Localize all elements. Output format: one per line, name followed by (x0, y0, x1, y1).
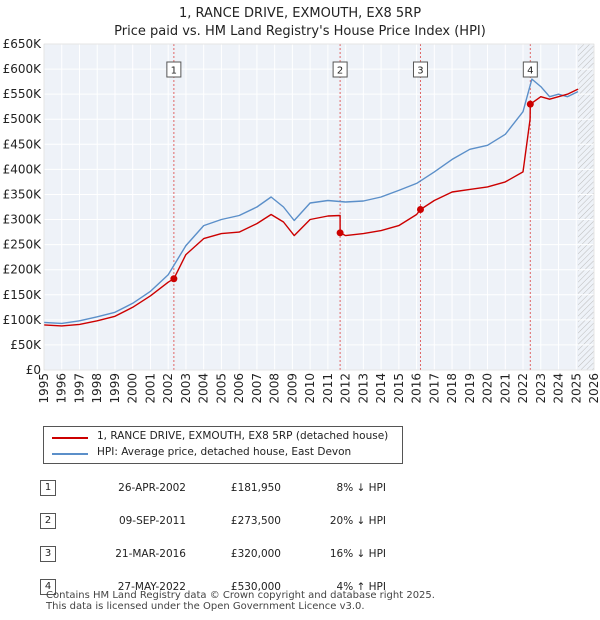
y-tick-label: £100K (3, 313, 43, 327)
transaction-date: 21-MAR-2016 (115, 547, 186, 560)
property-price-line (43, 88, 579, 327)
legend-swatch-property (52, 437, 88, 439)
transaction-price: £273,500 (230, 514, 281, 527)
x-tick-label: 2004 (197, 373, 211, 404)
x-tick-label: 2008 (268, 373, 282, 404)
transaction-price: £530,000 (230, 580, 281, 593)
x-tick-label: 2017 (427, 373, 441, 404)
legend-label-hpi: HPI: Average price, detached house, East… (97, 446, 352, 458)
transaction-number: 3 (40, 545, 56, 562)
table-row: 1 26-APR-2002 £181,950 8% ↓ HPI (40, 471, 386, 504)
y-tick-label: £400K (3, 162, 43, 176)
y-tick-label: £50K (10, 338, 42, 352)
y-tick-label: £500K (3, 112, 43, 126)
sale-point (170, 275, 178, 283)
transaction-number: 2 (40, 512, 56, 529)
x-tick-label: 2010 (303, 373, 317, 404)
transaction-hpi: 20% ↓ HPI (329, 514, 386, 527)
x-tick-label: 2006 (232, 373, 246, 404)
transaction-price: £320,000 (230, 547, 281, 560)
legend-label-property: 1, RANCE DRIVE, EXMOUTH, EX8 5RP (detach… (97, 430, 389, 442)
x-tick-label: 2002 (161, 373, 175, 404)
legend: 1, RANCE DRIVE, EXMOUTH, EX8 5RP (detach… (43, 426, 403, 464)
x-tick-label: 2012 (339, 373, 353, 404)
transactions-table: 1 26-APR-2002 £181,950 8% ↓ HPI 2 09-SEP… (40, 471, 386, 603)
x-tick-label: 2026 (587, 373, 600, 404)
sale-label-number: 2 (337, 66, 343, 77)
x-tick-label: 2001 (143, 373, 157, 404)
x-tick-label: 2000 (126, 373, 140, 404)
table-row: 2 09-SEP-2011 £273,500 20% ↓ HPI (40, 504, 386, 537)
y-axis: £0 £50K £100K £150K £200K £250K £300K £350K £400… (3, 37, 43, 377)
sale-point (416, 206, 424, 214)
y-tick-label: £150K (3, 288, 43, 302)
sale-label-box (522, 61, 538, 78)
transaction-date: 26-APR-2002 (118, 481, 186, 494)
y-tick-label: £350K (3, 187, 43, 201)
forecast-hatch (578, 44, 594, 370)
plot-border (43, 43, 595, 371)
annotations: 1 2 3 4 (43, 43, 595, 371)
x-tick-label: 2019 (463, 373, 477, 404)
y-tick-label: £650K (3, 37, 43, 51)
series (43, 78, 579, 327)
transaction-number: 1 (40, 479, 56, 496)
sale-label-box (332, 61, 348, 78)
sale-point (526, 100, 534, 108)
sale-point (336, 229, 344, 237)
table-row: 4 27-MAY-2022 £530,000 4% ↑ HPI (40, 570, 386, 603)
x-tick-label: 2016 (410, 373, 424, 404)
x-axis: 1995 1996 1997 1998 1999 2000 2001 2002 2003 2004… (37, 373, 600, 404)
sale-label-number: 1 (171, 66, 177, 77)
sale-label-box (166, 61, 182, 78)
sale-label-number: 4 (527, 66, 533, 77)
x-tick-label: 2007 (250, 373, 264, 404)
transaction-number: 4 (40, 578, 56, 595)
x-tick-label: 1997 (72, 373, 86, 404)
footer: Contains HM Land Registry data © Crown c… (46, 590, 435, 612)
transaction-price: £181,950 (230, 481, 281, 494)
licence-notice: This data is licensed under the Open Gov… (46, 601, 365, 612)
chart-title: 1, RANCE DRIVE, EXMOUTH, EX8 5RP (179, 6, 421, 21)
x-tick-label: 2022 (516, 373, 530, 404)
x-tick-label: 2015 (392, 373, 406, 404)
x-tick-label: 2003 (179, 373, 193, 404)
x-tick-label: 1999 (108, 373, 122, 404)
hpi-line (43, 78, 579, 325)
x-tick-label: 2005 (214, 373, 228, 404)
transaction-hpi: 16% ↓ HPI (329, 547, 386, 560)
x-tick-label: 2018 (445, 373, 459, 404)
y-tick-label: £300K (3, 213, 43, 227)
table-row: 3 21-MAR-2016 £320,000 16% ↓ HPI (40, 537, 386, 570)
x-tick-label: 2013 (356, 373, 370, 404)
x-tick-label: 2021 (498, 373, 512, 404)
x-tick-label: 2020 (481, 373, 495, 404)
copyright-notice: Contains HM Land Registry data © Crown c… (46, 590, 435, 601)
plot-background (44, 44, 594, 370)
y-tick-label: £200K (3, 263, 43, 277)
x-tick-label: 2024 (552, 373, 566, 404)
x-tick-label: 2009 (285, 373, 299, 404)
legend-swatch-hpi (52, 453, 88, 455)
price-chart: 1, RANCE DRIVE, EXMOUTH, EX8 5RP Price p… (3, 6, 600, 404)
x-tick-label: 2023 (534, 373, 548, 404)
y-tick-label: £600K (3, 62, 43, 76)
x-tick-label: 2011 (321, 373, 335, 404)
transaction-hpi: 4% ↑ HPI (336, 580, 386, 593)
y-tick-label: £250K (3, 238, 43, 252)
y-tick-label: £550K (3, 87, 43, 101)
y-tick-label: £450K (3, 137, 43, 151)
y-tick-label: £0 (26, 363, 41, 377)
x-tick-label: 2025 (569, 373, 583, 404)
x-tick-label: 1995 (37, 373, 51, 404)
chart-subtitle: Price paid vs. HM Land Registry's House … (114, 24, 486, 39)
transaction-hpi: 8% ↓ HPI (336, 481, 386, 494)
sale-label-box (412, 61, 428, 78)
sale-label-number: 3 (417, 66, 423, 77)
transaction-date: 09-SEP-2011 (118, 514, 186, 527)
x-tick-label: 1996 (55, 373, 69, 404)
x-tick-label: 2014 (374, 373, 388, 404)
transaction-date: 27-MAY-2022 (117, 580, 186, 593)
x-tick-label: 1998 (90, 373, 104, 404)
